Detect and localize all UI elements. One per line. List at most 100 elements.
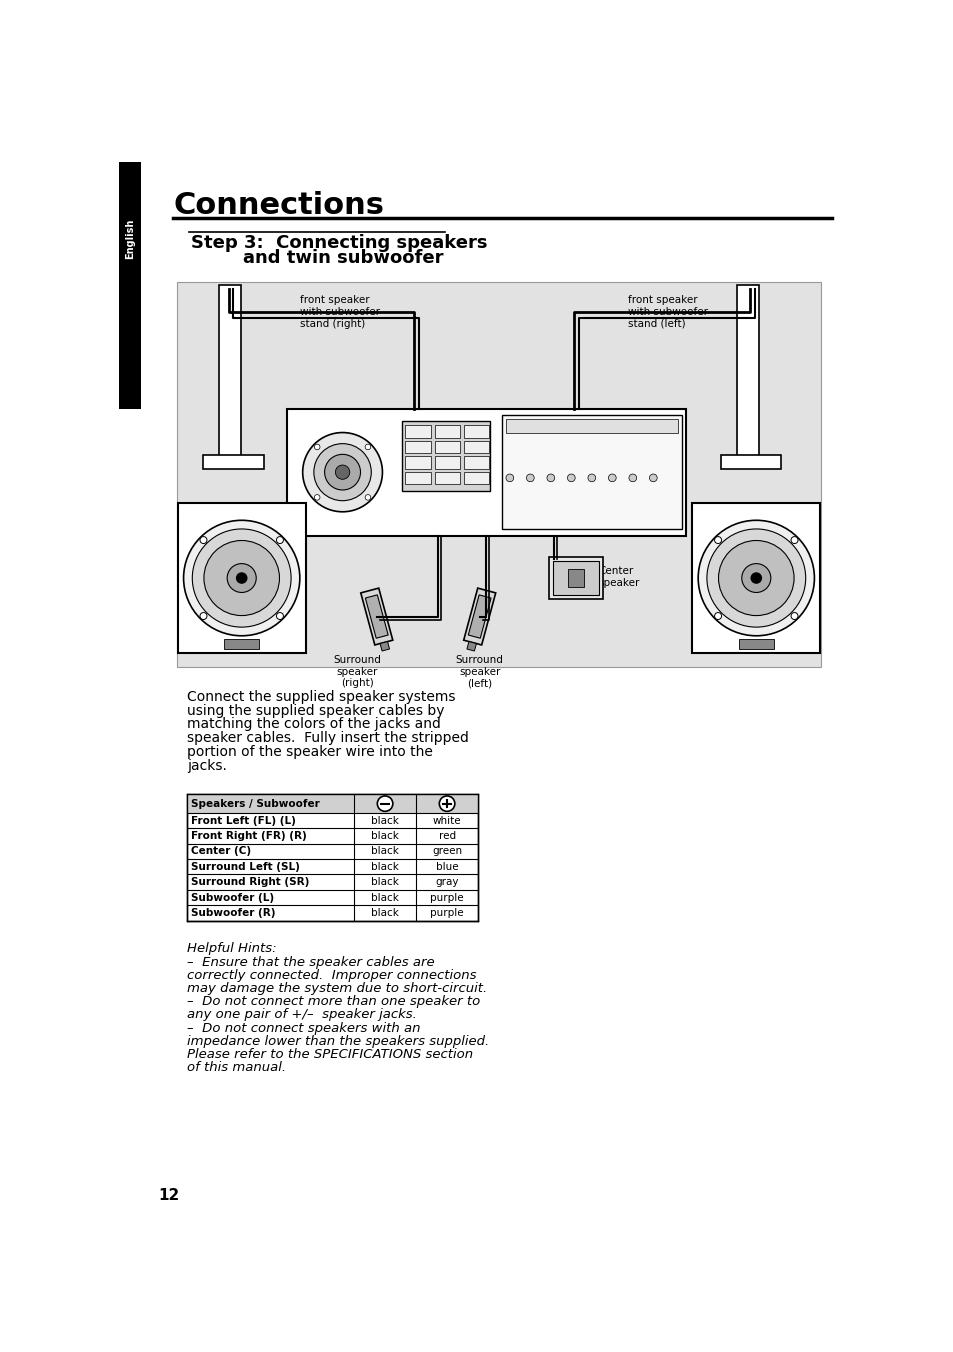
Text: jacks.: jacks. (187, 758, 227, 773)
Bar (737, 285, 758, 462)
Text: matching the colors of the jacks and: matching the colors of the jacks and (187, 718, 441, 731)
Circle shape (714, 537, 720, 544)
Text: Please refer to the SPECIFICATIONS section: Please refer to the SPECIFICATIONS secti… (187, 1048, 473, 1061)
Circle shape (314, 495, 319, 500)
Polygon shape (466, 642, 476, 652)
Text: correctly connected.  Improper connections: correctly connected. Improper connection… (187, 969, 476, 982)
Text: purple: purple (430, 892, 463, 903)
Circle shape (790, 537, 797, 544)
Circle shape (276, 537, 283, 544)
Text: Subwoofer (L): Subwoofer (L) (192, 892, 274, 903)
Text: front speaker
with subwoofer
stand (right): front speaker with subwoofer stand (righ… (299, 296, 379, 329)
Circle shape (567, 475, 575, 481)
Text: Step 3:  Connecting speakers: Step 3: Connecting speakers (191, 234, 487, 251)
Circle shape (324, 454, 360, 489)
Text: black: black (371, 909, 398, 918)
Circle shape (200, 537, 207, 544)
Text: Front Right (FR) (R): Front Right (FR) (R) (192, 831, 307, 841)
Bar (187, 795, 477, 813)
Circle shape (227, 564, 256, 592)
Bar (463, 425, 489, 438)
Text: English: English (125, 219, 135, 260)
Bar (505, 419, 677, 433)
Text: speaker cables.  Fully insert the stripped: speaker cables. Fully insert the strippe… (187, 731, 469, 745)
Text: Connect the supplied speaker systems: Connect the supplied speaker systems (187, 690, 456, 703)
Text: of this manual.: of this manual. (187, 1061, 286, 1073)
Text: Surround
speaker
(right): Surround speaker (right) (334, 654, 381, 688)
Bar (435, 456, 459, 469)
Text: may damage the system due to short-circuit.: may damage the system due to short-circu… (187, 983, 487, 995)
Circle shape (750, 572, 761, 584)
Circle shape (377, 796, 393, 811)
Circle shape (314, 443, 371, 500)
Text: black: black (371, 892, 398, 903)
Bar (405, 472, 431, 484)
Circle shape (698, 521, 814, 635)
Circle shape (714, 612, 720, 619)
Circle shape (365, 445, 371, 450)
Text: purple: purple (430, 909, 463, 918)
Bar (463, 456, 489, 469)
Bar (435, 472, 459, 484)
Bar (177, 503, 305, 653)
Polygon shape (379, 642, 389, 652)
Circle shape (276, 612, 283, 619)
Circle shape (193, 529, 291, 627)
Text: black: black (371, 815, 398, 826)
Circle shape (741, 564, 770, 592)
Circle shape (706, 529, 805, 627)
Bar (405, 425, 431, 438)
Bar (463, 441, 489, 453)
Circle shape (790, 612, 797, 619)
Text: green: green (432, 846, 461, 856)
Circle shape (200, 612, 207, 619)
Text: Center (C): Center (C) (192, 846, 252, 856)
Circle shape (718, 541, 793, 615)
Bar (224, 638, 259, 649)
Circle shape (628, 475, 636, 481)
Text: Surround Left (SL): Surround Left (SL) (192, 861, 300, 872)
Text: –  Do not connect speakers with an: – Do not connect speakers with an (187, 1022, 420, 1034)
Text: Center
speaker: Center speaker (598, 566, 639, 588)
Text: using the supplied speaker cables by: using the supplied speaker cables by (187, 703, 444, 718)
Bar (435, 441, 459, 453)
Circle shape (204, 541, 279, 615)
Bar (692, 503, 820, 653)
Circle shape (302, 433, 382, 512)
Circle shape (587, 475, 595, 481)
Circle shape (365, 495, 371, 500)
Text: Surround Right (SR): Surround Right (SR) (192, 877, 310, 887)
Bar (720, 454, 781, 469)
Text: Speakers / Subwoofer: Speakers / Subwoofer (192, 799, 320, 808)
Circle shape (183, 521, 299, 635)
Text: portion of the speaker wire into the: portion of the speaker wire into the (187, 745, 433, 758)
Text: Helpful Hints:: Helpful Hints: (187, 942, 276, 956)
Circle shape (546, 475, 554, 481)
Polygon shape (360, 588, 393, 645)
Circle shape (335, 465, 350, 480)
Bar (405, 441, 431, 453)
Bar (549, 557, 602, 599)
Text: blue: blue (436, 861, 457, 872)
Text: front speaker
with subwoofer
stand (left): front speaker with subwoofer stand (left… (627, 296, 707, 329)
Bar (738, 638, 773, 649)
Circle shape (314, 445, 319, 450)
Text: black: black (371, 877, 398, 887)
Text: black: black (371, 846, 398, 856)
Circle shape (608, 475, 616, 481)
Text: –  Do not connect more than one speaker to: – Do not connect more than one speaker t… (187, 995, 480, 1009)
Text: –  Ensure that the speaker cables are: – Ensure that the speaker cables are (187, 956, 435, 969)
Polygon shape (468, 595, 491, 638)
Bar (187, 795, 477, 921)
Text: gray: gray (435, 877, 458, 887)
Bar (568, 569, 583, 587)
Text: any one pair of +/–  speaker jacks.: any one pair of +/– speaker jacks. (187, 1009, 416, 1022)
Text: white: white (433, 815, 461, 826)
Bar (219, 285, 241, 462)
Circle shape (439, 796, 455, 811)
Text: and twin subwoofer: and twin subwoofer (243, 249, 443, 268)
Bar (463, 472, 489, 484)
Bar (553, 561, 598, 595)
Text: Connections: Connections (173, 192, 384, 220)
Bar (435, 425, 459, 438)
